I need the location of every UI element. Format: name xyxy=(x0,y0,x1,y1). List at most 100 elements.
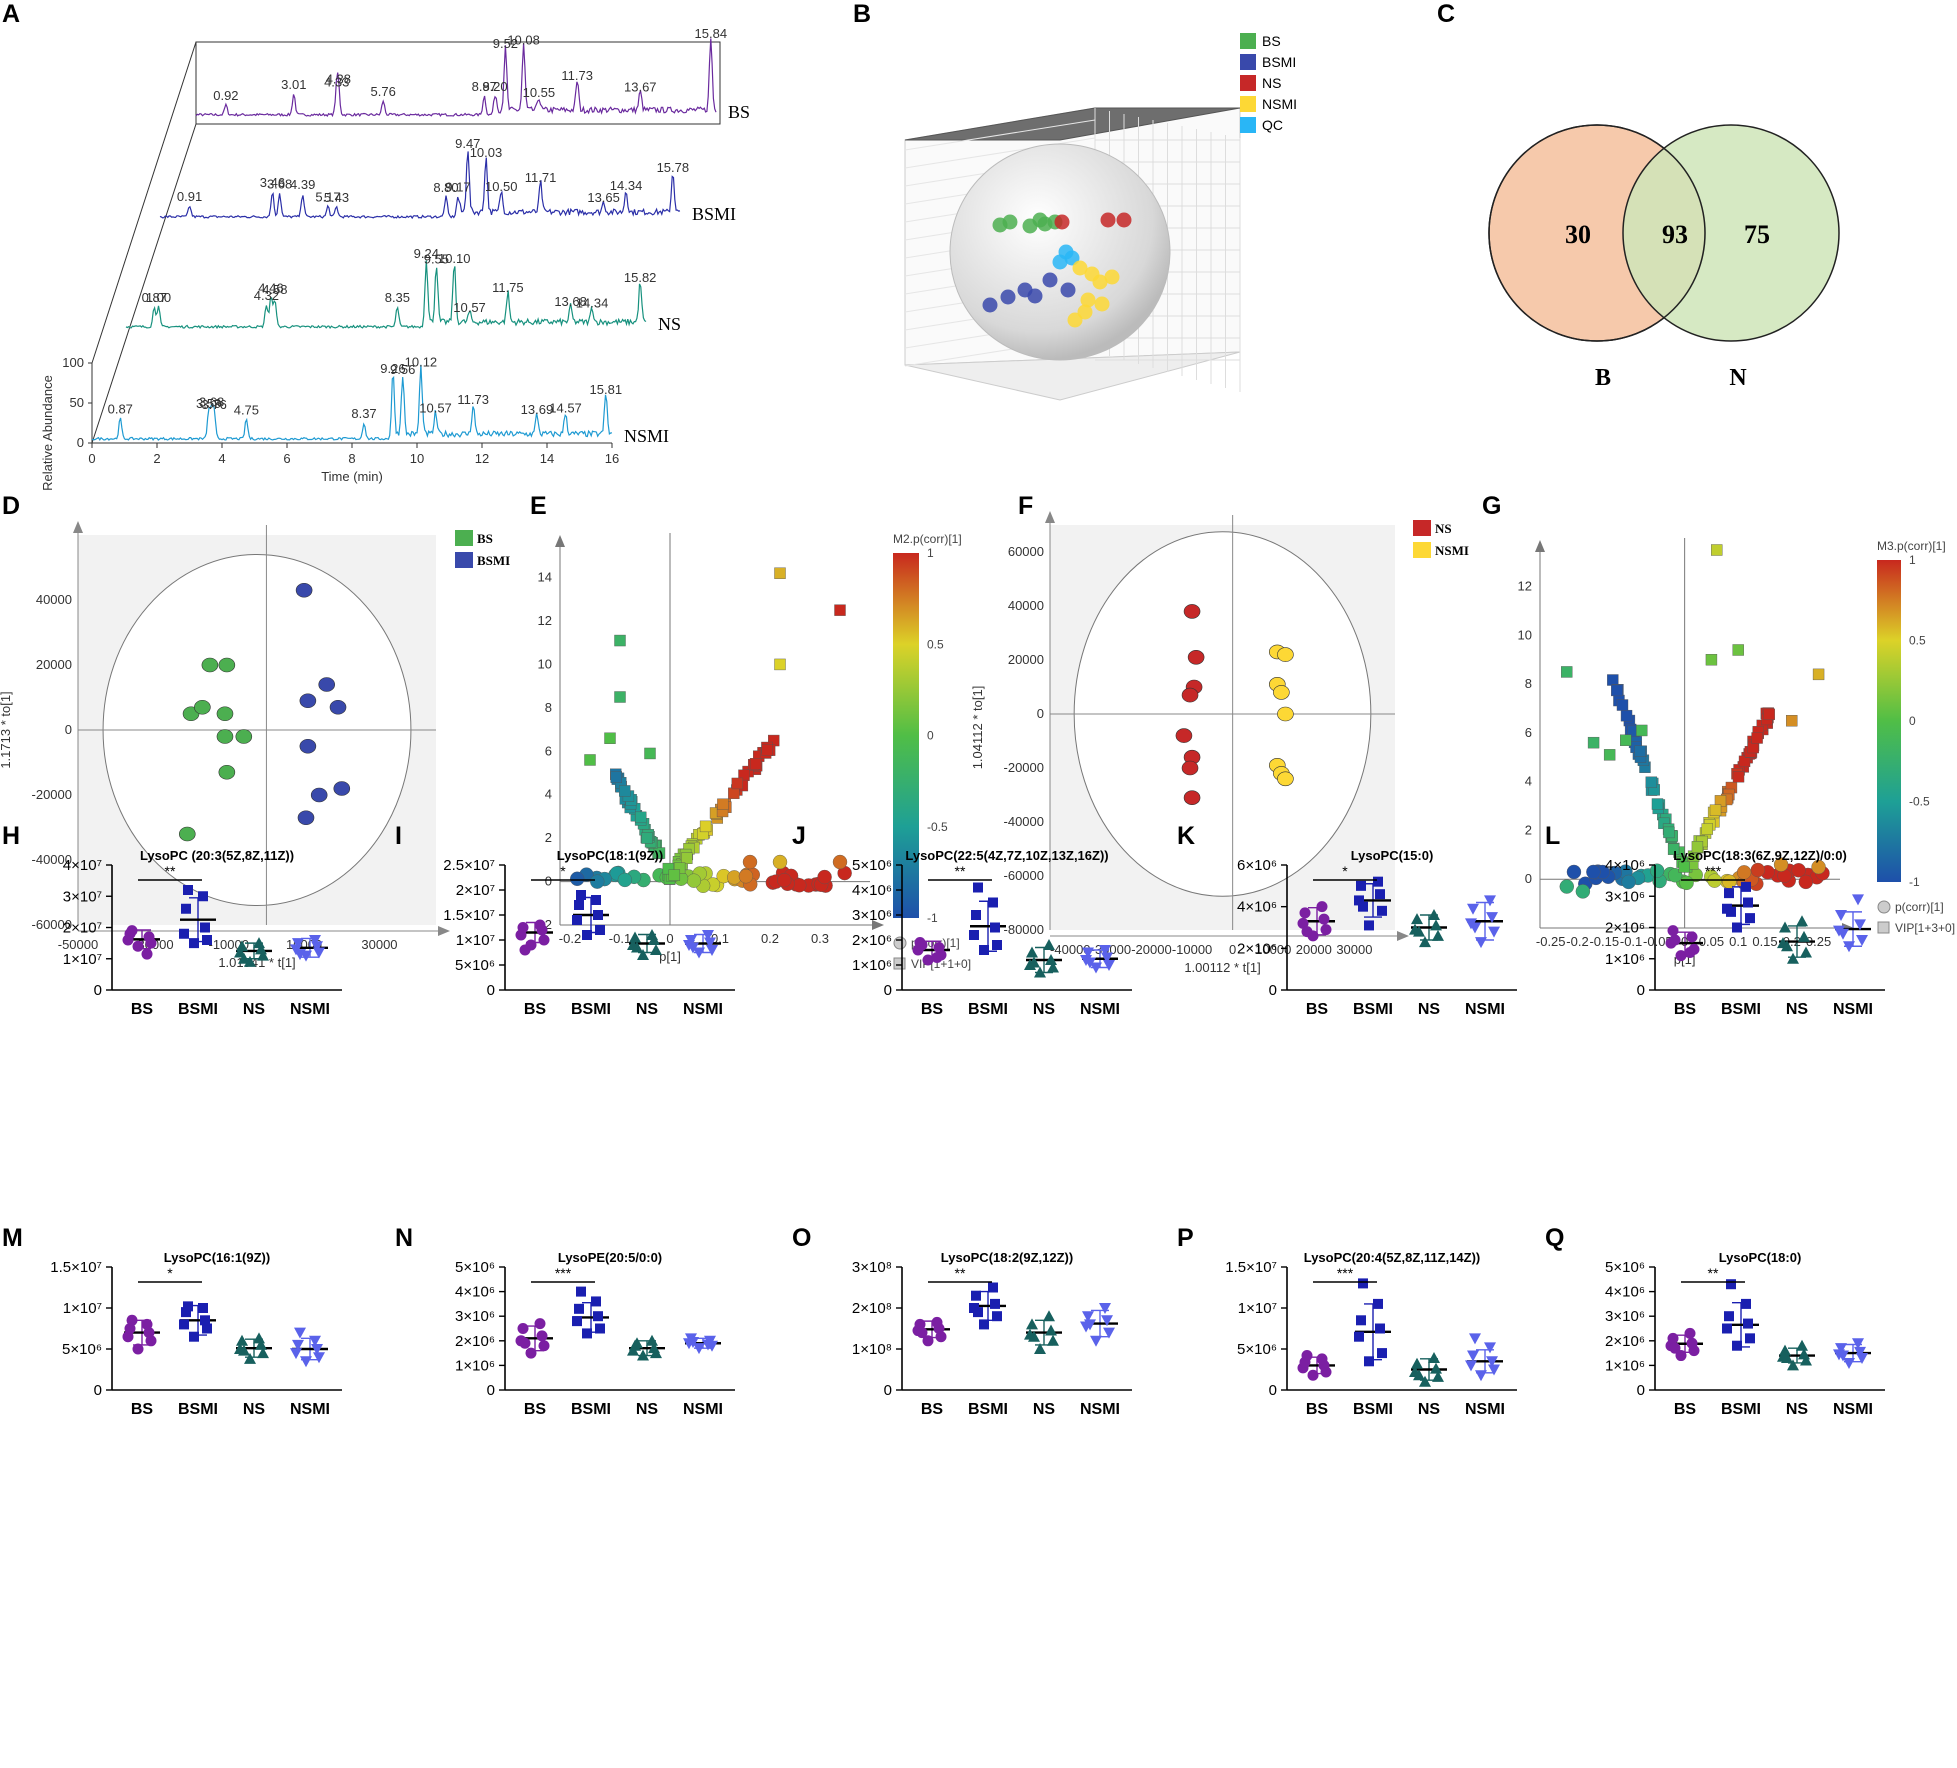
data-point xyxy=(1430,919,1442,931)
y-tick-label: 2×10⁷ xyxy=(456,882,495,899)
grid-line xyxy=(904,137,1096,169)
category-label: BSMI xyxy=(968,1401,1008,1418)
data-point xyxy=(1743,897,1753,908)
data-point xyxy=(1798,930,1810,942)
data-point xyxy=(534,919,546,931)
y-tick-label: 2×10⁶ xyxy=(1237,940,1277,957)
y-tick-label: 3×10⁶ xyxy=(1605,888,1645,905)
y-tick-label: 3×10⁶ xyxy=(1605,1308,1645,1325)
data-point xyxy=(1732,1340,1742,1351)
x-tick-label: -20000 xyxy=(1131,942,1171,957)
data-point xyxy=(1486,912,1498,924)
data-point xyxy=(538,934,550,946)
category-label: NSMI xyxy=(290,1001,330,1018)
peak-label: 0.92 xyxy=(213,88,238,103)
legend-label: BSMI xyxy=(477,553,510,568)
data-point xyxy=(595,1323,605,1334)
panel-e-splot: -0.2 -0.1 0 0.1 0.2 0.3-202468101214p[1]M2.p(… xyxy=(538,532,972,971)
data-point xyxy=(294,1327,306,1339)
s-plot-circle xyxy=(1586,864,1601,880)
panel-letter-f: F xyxy=(1018,492,1033,520)
s-plot-circle xyxy=(1736,865,1752,880)
s-plot-circle xyxy=(1750,862,1766,878)
data-point xyxy=(1301,926,1313,938)
data-point xyxy=(183,1301,193,1312)
data-point xyxy=(1432,1370,1444,1382)
data-point xyxy=(253,1332,265,1344)
dot-panel-q: Q LysoPC(18:0) 0 1×10⁶ 2×10⁶ 3×10⁶ 4×10⁶ 5×10⁶ B… xyxy=(1545,1224,1885,1418)
peak-label: 3.59 xyxy=(196,396,221,411)
score-point-ns xyxy=(1181,760,1199,776)
score-point-bsmi xyxy=(299,738,317,754)
data-point xyxy=(1411,913,1423,925)
data-point xyxy=(1684,1327,1696,1339)
data-point xyxy=(1669,1342,1681,1354)
x-tick-label: -10000 xyxy=(1172,942,1212,957)
data-point xyxy=(922,954,934,966)
data-point xyxy=(1475,937,1487,949)
y-tick-label: 2.5×10⁷ xyxy=(443,857,495,874)
significance-stars: * xyxy=(560,863,566,879)
score-point-bs xyxy=(178,826,196,842)
s-plot-circle xyxy=(686,873,702,888)
y-tick-label: 1×10⁷ xyxy=(456,932,495,949)
data-point xyxy=(309,935,321,946)
data-point xyxy=(1301,1350,1313,1362)
data-point xyxy=(1356,1315,1366,1326)
s-plot-circle xyxy=(1791,863,1806,878)
s-plot-circle xyxy=(1566,864,1582,880)
x-tick-label: 16 xyxy=(605,451,619,466)
data-point xyxy=(1837,928,1849,940)
y-tick-label: 100 xyxy=(62,355,84,370)
data-point xyxy=(1732,922,1742,933)
s-plot-circle xyxy=(1559,879,1574,894)
data-point xyxy=(1852,894,1864,906)
peak-label: 10.57 xyxy=(419,400,452,415)
data-point xyxy=(179,928,189,939)
data-point xyxy=(1741,1298,1751,1309)
panel-letter-c: C xyxy=(1437,0,1455,28)
data-point xyxy=(591,895,601,905)
pca-point-qc xyxy=(1052,254,1068,270)
data-point xyxy=(1358,901,1368,912)
colorbar-tick-label: -1 xyxy=(1909,875,1920,889)
data-point xyxy=(198,1303,208,1313)
data-point xyxy=(1484,1342,1496,1354)
y-tick-label: 0 xyxy=(1637,1382,1645,1399)
data-point xyxy=(1028,956,1040,968)
x-tick-label: 6 xyxy=(283,451,290,466)
venn-right-label: N xyxy=(1729,365,1747,391)
s-plot-square xyxy=(1732,771,1745,783)
data-point xyxy=(631,941,643,953)
peak-label: 9.24 xyxy=(414,246,439,261)
data-point xyxy=(1724,1311,1734,1322)
data-point xyxy=(979,1319,989,1330)
category-label: NSMI xyxy=(1833,1401,1873,1418)
peak-label: 3.68 xyxy=(199,394,224,409)
data-point xyxy=(1686,1337,1698,1349)
data-point xyxy=(1787,952,1799,964)
data-point xyxy=(990,922,1000,933)
score-point-nsmi xyxy=(1273,685,1290,700)
data-point xyxy=(1843,941,1855,953)
score-point-ns xyxy=(1187,649,1205,665)
data-point xyxy=(1364,1356,1374,1367)
x-tick-label: 0.1 xyxy=(711,931,729,946)
grid-line xyxy=(904,119,1096,151)
y-tick-label: 2 xyxy=(1525,822,1532,837)
data-point xyxy=(1800,946,1812,958)
data-point xyxy=(1103,960,1115,971)
data-point xyxy=(574,1303,584,1314)
score-point-bs xyxy=(201,657,219,673)
peak-label: 4.38 xyxy=(326,72,351,87)
data-point xyxy=(536,1330,548,1342)
legend-label: BS xyxy=(1262,33,1281,49)
s-plot-square xyxy=(699,820,712,833)
data-point xyxy=(1675,950,1687,962)
data-point xyxy=(646,929,658,940)
panel-letter-e: E xyxy=(530,492,547,520)
y-tick-label: 4×10⁶ xyxy=(1605,1284,1645,1301)
legend-swatch xyxy=(455,552,473,568)
y-arrow xyxy=(1045,511,1055,523)
data-point xyxy=(914,1318,926,1330)
